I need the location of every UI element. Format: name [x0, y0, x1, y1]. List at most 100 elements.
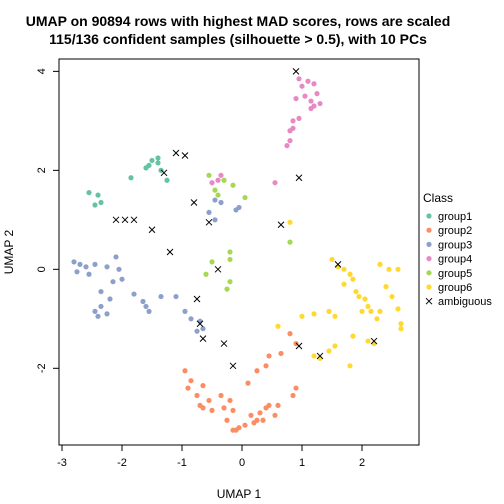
point-group6	[383, 284, 389, 290]
point-group1	[155, 155, 161, 161]
point-ambiguous	[130, 216, 138, 224]
point-group6	[365, 338, 371, 344]
point-group3	[143, 303, 149, 310]
x-tick-label: -1	[177, 457, 187, 469]
point-group3	[182, 308, 188, 314]
point-group5	[224, 286, 230, 292]
point-ambiguous	[199, 335, 207, 342]
series-ambiguous	[112, 68, 378, 370]
point-group6	[341, 281, 347, 287]
point-group4	[302, 93, 308, 99]
point-group1	[86, 190, 92, 196]
point-group2	[197, 402, 203, 409]
legend-marker-group5	[426, 270, 432, 276]
legend-marker-group1	[426, 213, 432, 219]
point-group3	[83, 264, 89, 270]
point-ambiguous	[205, 218, 213, 226]
point-group2	[200, 383, 206, 389]
point-ambiguous	[181, 152, 189, 159]
point-group2	[209, 407, 215, 413]
series-group1	[86, 155, 170, 208]
point-group4	[209, 180, 215, 186]
point-group6	[332, 313, 338, 319]
point-group6	[350, 276, 356, 282]
point-group6	[341, 266, 347, 272]
y-tick-label: 4	[36, 68, 48, 74]
point-group2	[290, 392, 296, 399]
point-group2	[275, 402, 281, 409]
point-group1	[92, 202, 98, 208]
point-ambiguous	[295, 174, 303, 182]
point-ambiguous	[190, 199, 198, 206]
point-group4	[284, 143, 290, 149]
point-group5	[227, 256, 233, 263]
point-group5	[215, 192, 221, 198]
point-group4	[311, 103, 317, 109]
y-tick-label: 2	[36, 167, 48, 173]
series-group5	[203, 172, 293, 292]
point-group5	[221, 177, 227, 183]
point-group2	[254, 368, 260, 374]
point-ambiguous	[220, 340, 228, 347]
point-group3	[110, 279, 116, 285]
point-group1	[95, 192, 101, 198]
point-group2	[206, 397, 212, 404]
point-group2	[257, 410, 263, 416]
point-ambiguous	[172, 149, 180, 157]
point-group4	[305, 78, 311, 84]
point-group3	[146, 308, 152, 314]
point-group2	[227, 397, 233, 404]
point-group6	[356, 293, 362, 300]
point-ambiguous	[214, 265, 222, 273]
point-group5	[227, 249, 233, 255]
point-group3	[206, 209, 212, 216]
point-group3	[98, 288, 104, 295]
point-group3	[212, 197, 218, 203]
point-group6	[350, 333, 356, 339]
series-group4	[209, 76, 323, 186]
point-group2	[230, 407, 236, 413]
chart-title: UMAP on 90894 rows with highest MAD scor…	[26, 13, 451, 29]
point-group3	[194, 328, 200, 334]
point-group4	[218, 172, 224, 178]
point-group6	[368, 308, 374, 314]
point-group1	[155, 160, 161, 166]
point-group4	[287, 138, 293, 144]
point-group4	[272, 180, 278, 186]
point-group3	[212, 217, 218, 223]
point-group3	[86, 271, 92, 277]
point-group3	[77, 261, 83, 267]
point-group6	[386, 266, 392, 272]
point-group2	[293, 385, 299, 391]
point-group6	[398, 321, 404, 327]
point-group2	[263, 405, 269, 411]
point-group5	[227, 279, 233, 285]
point-group6	[347, 363, 353, 369]
point-ambiguous	[370, 337, 378, 345]
legend-title: Class	[423, 191, 453, 205]
point-group2	[242, 422, 248, 428]
point-group3	[92, 261, 98, 267]
y-tick-label: 0	[36, 266, 48, 272]
x-tick-label: 0	[239, 457, 245, 469]
point-group2	[266, 353, 272, 359]
point-group2	[221, 405, 227, 411]
point-group3	[74, 269, 80, 275]
point-group4	[296, 76, 302, 82]
point-group6	[311, 353, 317, 359]
chart-subtitle: 115/136 confident samples (silhouette > …	[49, 31, 427, 47]
point-group4	[314, 91, 320, 97]
point-group6	[365, 303, 371, 310]
point-group3	[92, 308, 98, 314]
point-ambiguous	[292, 68, 300, 75]
point-group2	[218, 392, 224, 399]
legend-label-group4: group4	[438, 254, 472, 266]
point-group2	[245, 380, 251, 386]
point-group2	[287, 331, 293, 337]
point-group2	[185, 385, 191, 391]
point-group3	[188, 316, 194, 322]
point-group6	[287, 219, 293, 225]
point-group6	[299, 313, 305, 319]
point-group3	[173, 293, 179, 300]
